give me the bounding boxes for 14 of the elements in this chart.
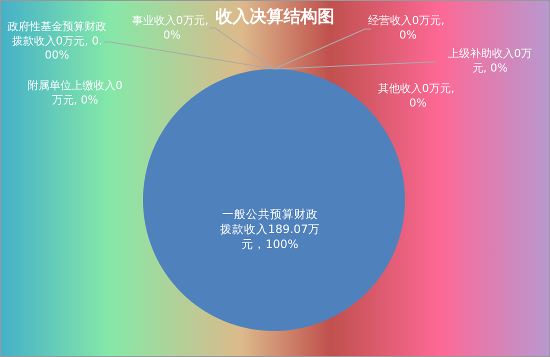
text: 元, 0%: [472, 61, 508, 74]
category-label: 附属单位上缴收入0: [28, 79, 122, 92]
category-label: 其他收入0万元,: [378, 82, 454, 95]
chart-title: 收入决算结构图: [216, 7, 334, 27]
category-label: 上级补助收入0万: [448, 47, 532, 60]
text: 00%: [44, 48, 70, 62]
text: 0%: [163, 28, 181, 42]
slice-label: 一般公共预算财政拨款收入189.07万元，100%: [220, 207, 320, 251]
text: 万元, 0%: [52, 93, 98, 106]
category-label: 经营收入0万元,: [368, 14, 444, 27]
text: 0%: [399, 28, 417, 42]
category-label: 事业收入0万元,: [132, 14, 208, 27]
text: 0%: [409, 96, 427, 110]
category-label: 政府性基金预算财政拨款收入0万元, 0.: [8, 20, 106, 48]
